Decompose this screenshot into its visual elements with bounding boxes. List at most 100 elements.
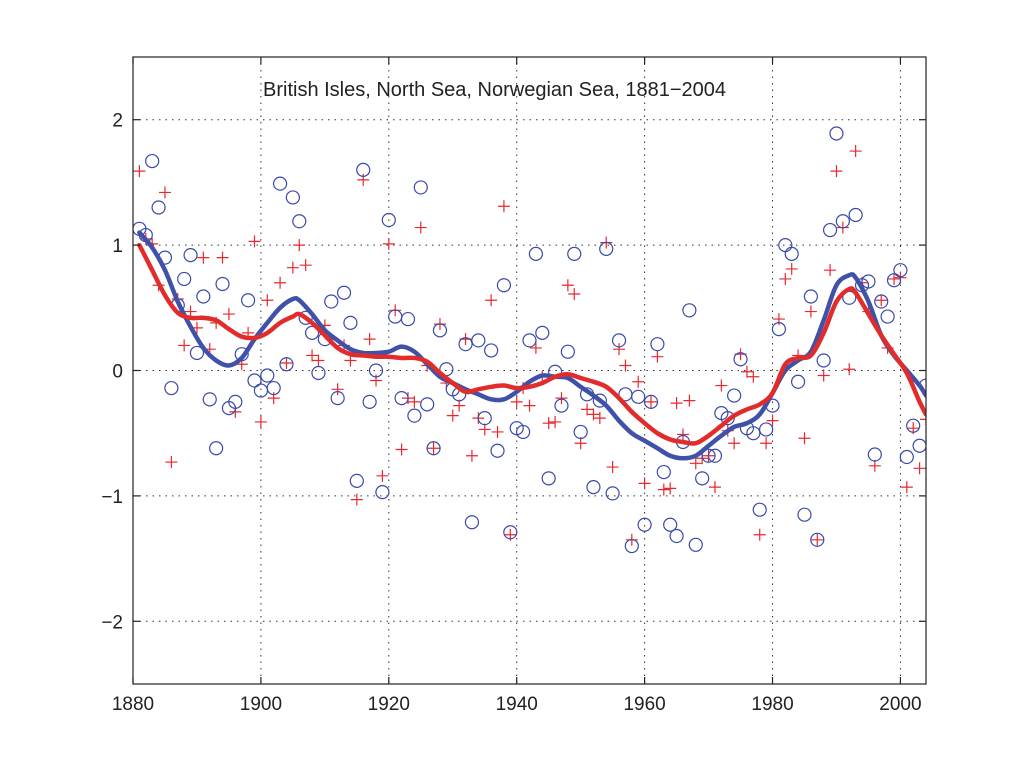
circle-marker [343,315,358,330]
cross-marker [760,437,773,450]
x-tick-label: 1960 [623,694,665,715]
cross-marker [606,461,619,474]
cross-marker [363,333,376,346]
circle-marker [292,214,307,229]
circle-marker [368,363,384,378]
circle-marker [311,365,326,381]
circle-marker [420,397,435,412]
circle-marker [759,422,774,437]
cross-marker [561,279,574,292]
circle-marker [247,373,262,388]
cross-marker [715,379,728,392]
circle-marker [471,333,486,348]
circle-marker [695,471,710,486]
cross-marker [676,428,689,441]
cross-marker [657,483,670,496]
cross-marker [651,350,664,363]
cross-marker [804,305,817,318]
circle-marker [215,276,230,292]
circle-marker [733,352,748,367]
cross-marker [587,408,600,421]
circle-marker [701,448,716,463]
y-tick-label: 0 [112,362,123,383]
circle-marker [886,273,902,288]
circle-marker [554,398,569,413]
x-tick-label: 1900 [240,694,282,715]
x-tick-label: 1920 [368,694,410,715]
circle-marker [535,325,550,340]
cross-marker [408,395,421,408]
circle-marker [874,294,889,309]
circle-marker [356,162,371,177]
cross-marker [331,383,344,396]
cross-marker [453,399,466,412]
cross-marker [766,414,779,427]
cross-marker [920,413,926,426]
cross-marker [376,469,389,482]
circle-marker [516,424,531,440]
cross-marker [849,145,862,158]
cross-marker [254,415,267,428]
cross-marker [568,288,581,301]
cross-marker [165,456,178,469]
cross-marker [843,363,856,376]
circle-marker [637,517,652,532]
cross-marker [868,459,881,472]
cross-marker [817,369,830,382]
circle-marker [496,278,512,293]
circle-marker [183,248,198,263]
circle-marker [209,441,224,456]
cross-marker [632,375,645,388]
cross-marker [414,221,427,234]
circle-marker [867,447,882,462]
circle-marker [541,471,556,486]
cross-marker [222,308,235,321]
circle-marker [202,392,217,407]
circle-marker [407,408,422,423]
circle-marker [592,393,607,408]
circle-marker [381,212,396,228]
circle-marker [816,353,831,368]
circle-marker [375,485,390,500]
circle-marker [426,441,441,456]
circle-marker [746,426,761,441]
cross-marker [888,272,901,285]
circle-marker [822,222,838,238]
circle-marker [631,389,646,404]
circle-marker [586,480,601,495]
y-tick-label: 2 [112,111,123,132]
cross-marker [900,481,913,494]
circle-marker [727,388,742,403]
cross-marker [581,403,594,416]
circle-marker [835,214,850,229]
circle-marker [484,343,499,358]
cross-marker [728,437,741,450]
circle-marker [567,246,582,261]
cross-marker [798,432,811,445]
cross-marker [638,477,651,490]
cross-marker [178,339,191,352]
circle-marker [241,293,256,308]
y-tick-label: 1 [112,236,123,257]
circle-marker [803,289,818,304]
circle-marker [560,344,575,359]
cross-marker [664,482,677,495]
cross-marker [542,417,555,430]
cross-marker [261,294,274,307]
circle-marker [490,443,505,458]
circle-marker [330,390,345,406]
circle-marker [771,322,787,337]
chart-title: British Isles, North Sea, Norwegian Sea,… [263,79,726,101]
circle-marker [899,449,914,465]
cross-marker [427,442,440,455]
circle-marker [784,246,799,261]
cross-marker [497,200,510,213]
x-tick-label: 1940 [496,694,538,715]
cross-marker [350,493,363,506]
cross-marker [689,457,702,470]
circle-marker [669,528,684,544]
cross-marker [395,443,408,456]
cross-marker [197,251,210,264]
y-tick-label: −1 [101,487,123,508]
circle-marker [503,525,518,540]
